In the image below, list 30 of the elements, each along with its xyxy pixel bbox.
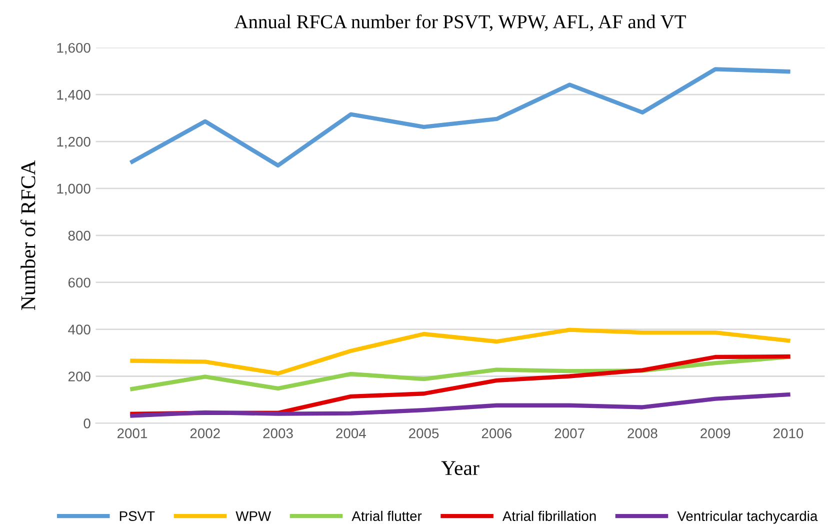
line-series: [130, 392, 790, 418]
x-tick-label: 2009: [700, 428, 730, 438]
y-tick-label: 0: [84, 418, 90, 428]
x-tick-label: 2002: [190, 428, 220, 438]
y-tick-label: 1,200: [57, 136, 90, 148]
y-tick-label: 200: [68, 372, 90, 382]
x-tick-label: 2007: [554, 428, 584, 438]
y-tick-label: 1,600: [57, 42, 90, 54]
x-tick-label: 2004: [336, 428, 366, 438]
x-tick-label: 2006: [482, 428, 512, 438]
legend-label: Ventricular tachycardia: [677, 510, 818, 524]
legend-label: WPW: [236, 511, 272, 521]
x-tick-label: 2010: [773, 428, 804, 438]
x-tick-label: 2005: [409, 428, 439, 438]
y-tick-label: 1,400: [57, 90, 90, 102]
y-axis-title: Number of RFCA: [20, 160, 36, 310]
x-axis-title: Year: [441, 461, 480, 476]
chart-title: Annual RFCA number for PSVT, WPW, AFL, AF and VT: [234, 14, 686, 32]
x-tick-label: 2003: [263, 428, 293, 438]
legend-label: Atrial flutter: [352, 510, 422, 522]
y-tick-label: 400: [68, 324, 90, 334]
x-tick-label: 2008: [628, 428, 658, 438]
legend-label: Atrial fibrillation: [502, 510, 596, 522]
x-tick-label: 2001: [117, 428, 148, 438]
line-series: [130, 67, 790, 168]
y-tick-label: 600: [68, 278, 90, 288]
y-tick-label: 1,000: [57, 184, 90, 196]
line-series: [130, 328, 790, 376]
y-tick-label: 800: [68, 230, 90, 241]
legend-label: PSVT: [120, 511, 155, 522]
